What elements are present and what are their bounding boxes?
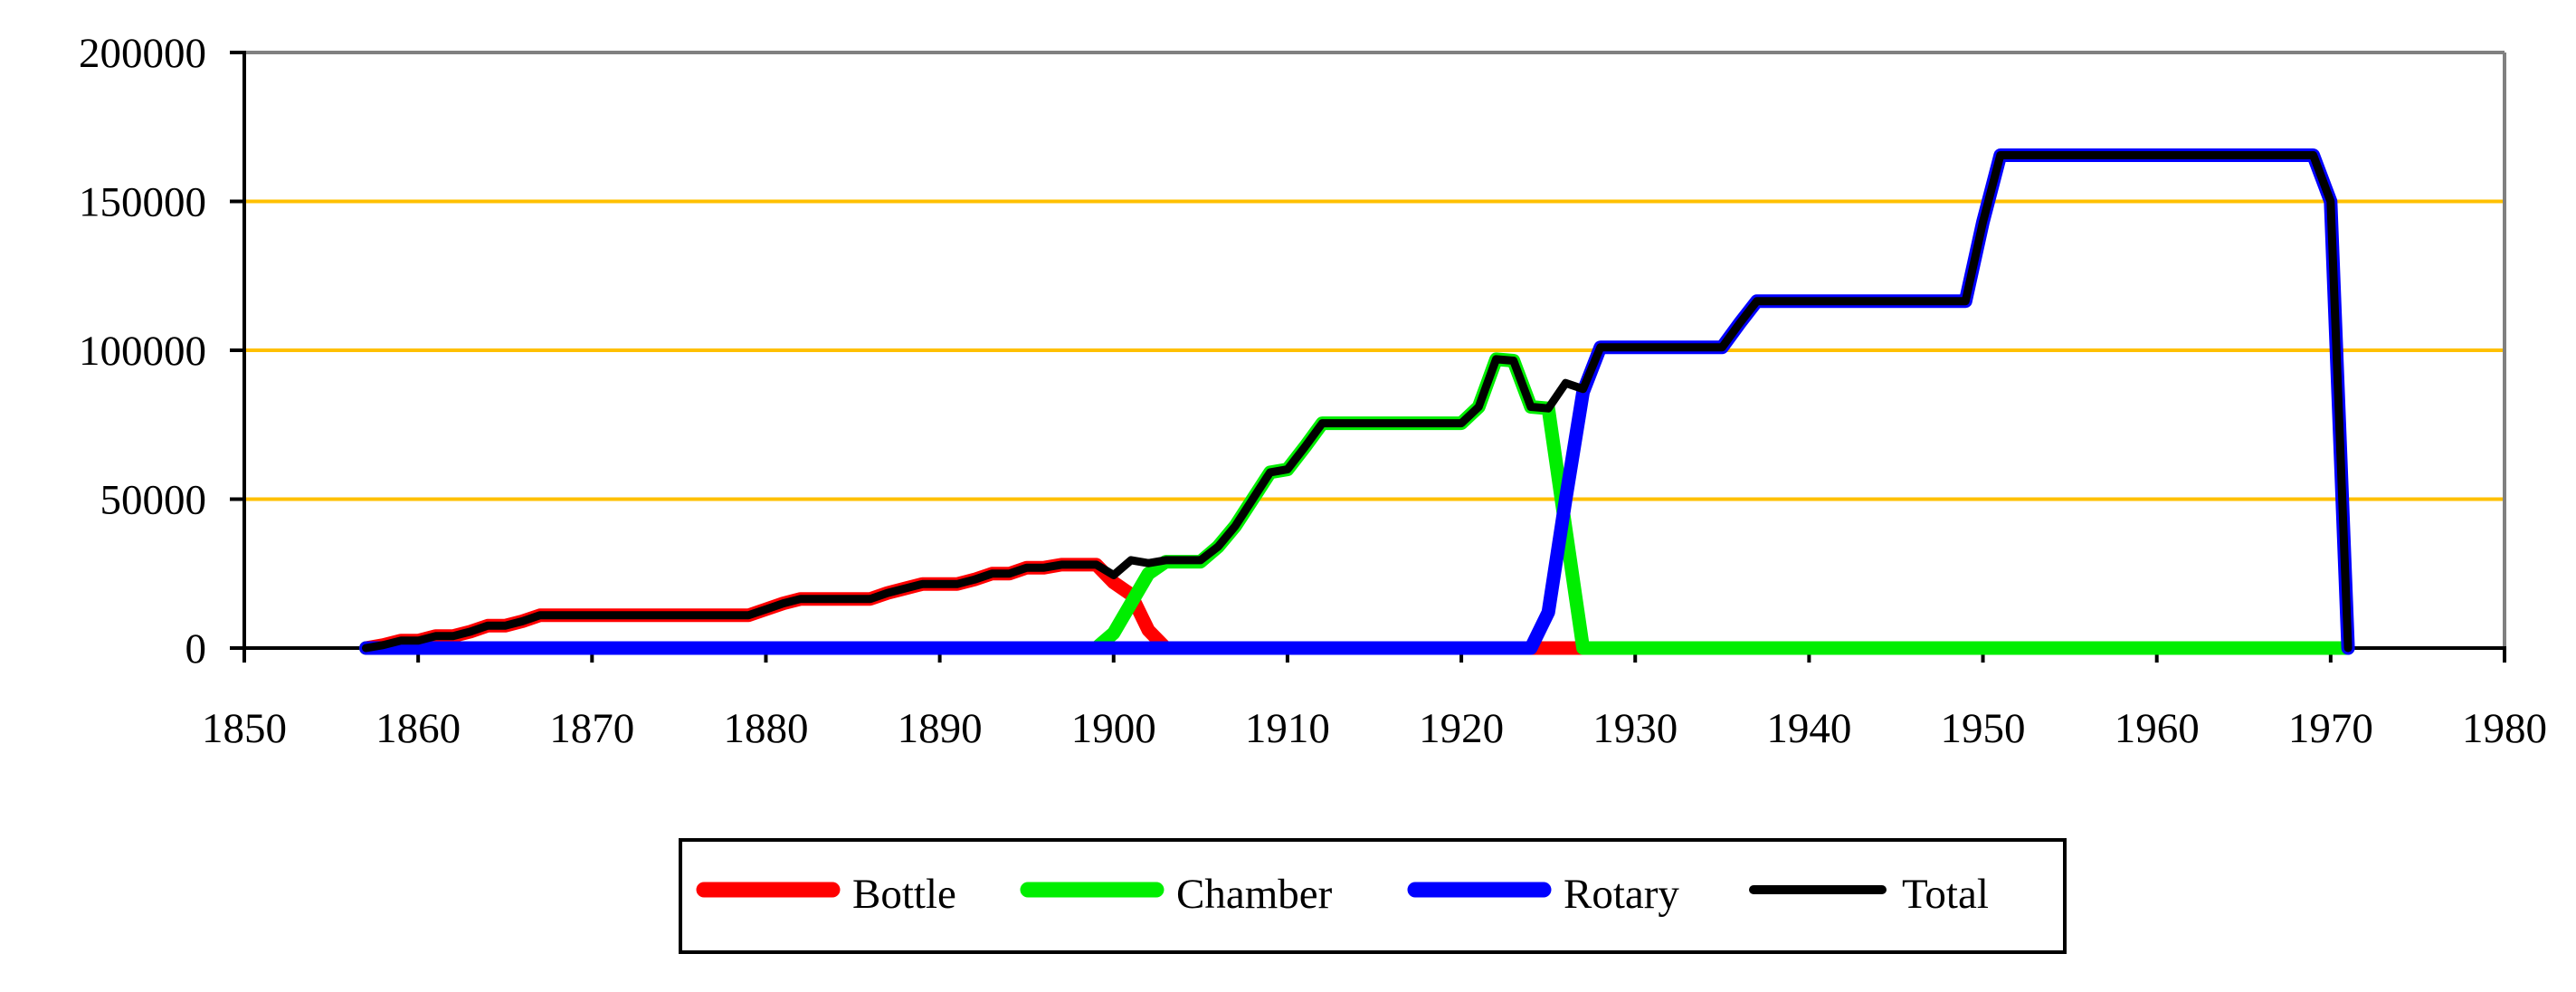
series-line-total [362,151,2353,653]
y-tick-label: 0 [185,625,207,672]
y-axis-ticks: 0 50000 100000 150000 200000 [79,30,244,672]
x-tick-label: 1880 [723,705,808,752]
x-tick-label: 1870 [549,705,634,752]
y-tick-label: 150000 [79,179,206,226]
x-tick-label: 1850 [202,705,287,752]
y-tick-label: 100000 [79,328,206,375]
legend-label-chamber: Chamber [1176,871,1333,918]
gridlines [244,199,2505,501]
legend-label-bottle: Bottle [852,871,956,918]
x-tick-label: 1890 [898,705,983,752]
x-tick-label: 1970 [2288,705,2373,752]
x-tick-label: 1940 [1766,705,1851,752]
legend-label-total: Total [1902,871,1989,918]
legend: Bottle Chamber Rotary Total [679,838,2067,954]
x-tick-label: 1920 [1419,705,1504,752]
legend-label-rotary: Rotary [1564,871,1679,918]
legend-box [679,838,2067,954]
x-tick-label: 1900 [1071,705,1156,752]
x-axis-ticks: 1850 1860 1870 1880 1890 1900 1910 1920 1930 1940… [202,648,2547,752]
x-tick-label: 1980 [2462,705,2547,752]
x-tick-label: 1950 [1941,705,2026,752]
y-tick-label: 200000 [79,30,206,77]
x-tick-label: 1910 [1245,705,1330,752]
x-tick-label: 1960 [2115,705,2200,752]
y-tick-label: 50000 [100,477,207,524]
series-lines [359,148,2355,655]
x-tick-label: 1860 [375,705,461,752]
x-tick-label: 1930 [1592,705,1678,752]
